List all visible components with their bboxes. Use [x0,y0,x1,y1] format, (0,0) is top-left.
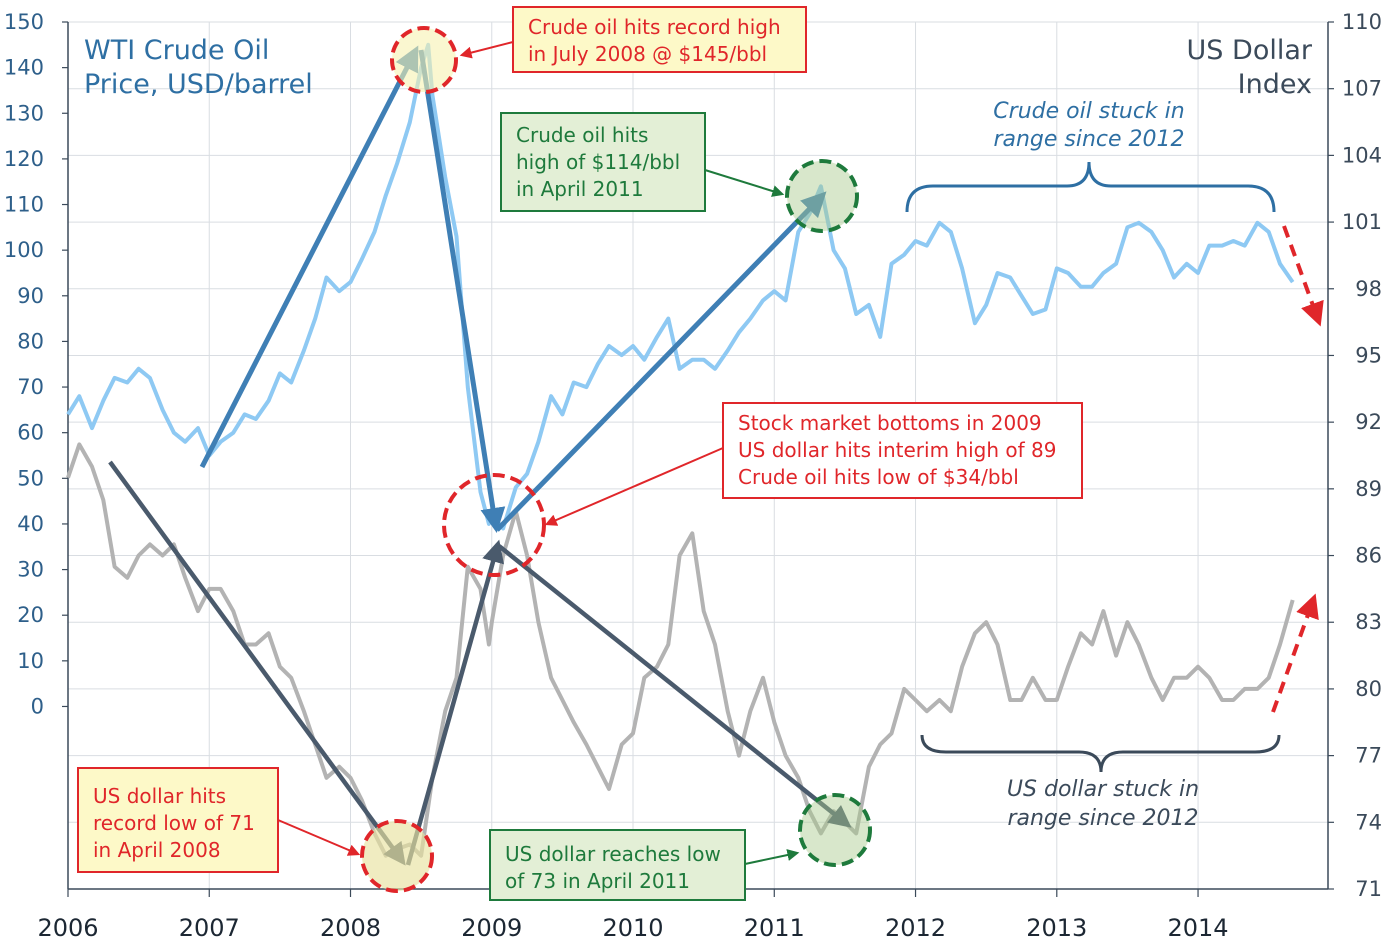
y-left-tick-label: 0 [31,694,44,718]
y-right-tick-label: 89 [1355,477,1382,501]
callout-text: in April 2011 [516,177,644,201]
range-notes: Crude oil stuck in range since 2012 US d… [993,99,1199,831]
callout-arrows [277,41,800,865]
callout-text: Stock market bottoms in 2009 [738,411,1042,435]
arrow-dollar-up-2008 [405,539,504,866]
right-title-line1: US Dollar [1187,35,1313,66]
callout-text: record low of 71 [93,811,255,835]
annotations: Crude oil hits record high in July 2008 … [77,6,1083,901]
left-title-line1: WTI Crude Oil [84,35,269,66]
y-right-tick-label: 98 [1355,277,1382,301]
x-tick-label: 2013 [1026,914,1087,942]
callout-text: in April 2008 [93,838,221,862]
y-left-tick-label: 140 [4,56,44,80]
callout-text: US dollar hits interim high of 89 [738,438,1056,462]
callout-text: US dollar hits [93,784,226,808]
y-left-tick-label: 90 [17,284,44,308]
brace-oil-range [905,161,1276,213]
x-tick-label: 2007 [179,914,240,942]
x-tick-label: 2010 [602,914,663,942]
y-right-tick-label: 77 [1355,744,1382,768]
y-left-tick-label: 50 [17,466,44,490]
y-right-tick-label: 71 [1355,877,1382,901]
series-oil-line [66,42,1295,531]
y-right-tick-label: 107 [1342,77,1382,101]
callout-bottom-2009: Stock market bottoms in 2009 US dollar h… [722,402,1083,499]
x-tick-label: 2012 [885,914,946,942]
dollar-range-note: range since 2012 [1007,806,1198,831]
x-tick-label: 2006 [37,914,98,942]
callout-text: high of $114/bbl [516,150,680,174]
range-braces [905,161,1281,773]
pointer-dollar-low-2008 [277,819,361,856]
y-left-tick-label: 10 [17,649,44,673]
oil-range-note: Crude oil stuck in [993,99,1184,124]
callout-text: Crude oil hits low of $34/bbl [738,465,1019,489]
circle-oil-high-2011 [785,159,859,233]
arrow-dollar-up-2014 [1271,593,1319,713]
left-title-line2: Price, USD/barrel [84,69,313,100]
trend-arrows [108,45,1324,866]
pointer-bottom-2009 [544,447,724,526]
callout-dollar-low-2008: US dollar hits record low of 71 in April… [77,767,279,873]
pointer-oil-high-2008 [459,41,514,59]
y-left-tick-label: 130 [4,101,44,125]
arrow-oil-down-2008 [418,49,506,533]
arrow-dollar-down-2006 [108,460,406,866]
y-right-tick-label: 92 [1355,410,1382,434]
pointer-dollar-low-2011 [744,849,800,865]
arrow-dollar-down-2009 [497,544,852,828]
x-tick-label: 2014 [1168,914,1229,942]
circle-dollar-low-2008 [360,819,434,893]
pointer-oil-high-2011 [704,169,785,197]
x-tick-label: 2008 [320,914,381,942]
callout-oil-high-2008: Crude oil hits record high in July 2008 … [512,6,807,73]
arrow-oil-up-2007 [199,45,419,469]
callout-text: Crude oil hits [516,123,648,147]
arrow-oil-down-2014 [1282,225,1324,327]
oil-range-note: range since 2012 [993,127,1184,152]
callout-oil-high-2011: Crude oil hits high of $114/bbl in April… [500,112,706,212]
y-right-tick-label: 95 [1355,343,1382,367]
chart-titles: WTI Crude Oil Price, USD/barrel US Dolla… [84,35,1313,100]
y-left-tick-label: 120 [4,147,44,171]
y-left-tick-label: 60 [17,421,44,445]
circle-bottom-2009 [442,473,546,577]
series-lines [66,42,1295,858]
brace-dollar-range [920,734,1281,773]
callout-text: US dollar reaches low [505,842,721,866]
callout-dollar-low-2011: US dollar reaches low of 73 in April 201… [489,829,746,901]
y-left-tick-label: 70 [17,375,44,399]
y-left-tick-label: 20 [17,603,44,627]
y-right-tick-label: 80 [1355,677,1382,701]
x-tick-label: 2011 [744,914,805,942]
y-right-tick-label: 86 [1355,544,1382,568]
callout-text: of 73 in April 2011 [505,869,690,893]
y-right-tick-label: 104 [1342,143,1382,167]
y-right-tick-label: 110 [1342,10,1382,34]
y-right-tick-label: 74 [1355,810,1382,834]
circle-oil-high-2008 [390,26,458,94]
callout-text: Crude oil hits record high [528,15,781,39]
y-left-tick-label: 110 [4,193,44,217]
right-title-line2: Index [1238,69,1312,100]
x-tick-label: 2009 [461,914,522,942]
callout-text: in July 2008 @ $145/bbl [528,42,767,66]
highlight-circles [360,26,872,893]
y-left-tick-label: 30 [17,558,44,582]
y-left-tick-label: 80 [17,329,44,353]
y-left-tick-label: 150 [4,10,44,34]
arrow-oil-up-2009 [495,191,827,532]
dollar-range-note: US dollar stuck in [1007,777,1199,802]
y-right-tick-label: 83 [1355,610,1382,634]
y-right-tick-label: 101 [1342,210,1382,234]
series-dollar-line [66,442,1295,858]
y-left-tick-label: 100 [4,238,44,262]
y-left-tick-label: 40 [17,512,44,536]
axes: 0 10 20 30 40 50 60 70 80 90 100 110 120 130 140 150 71 7… [4,10,1382,942]
circle-dollar-low-2011 [798,793,872,867]
